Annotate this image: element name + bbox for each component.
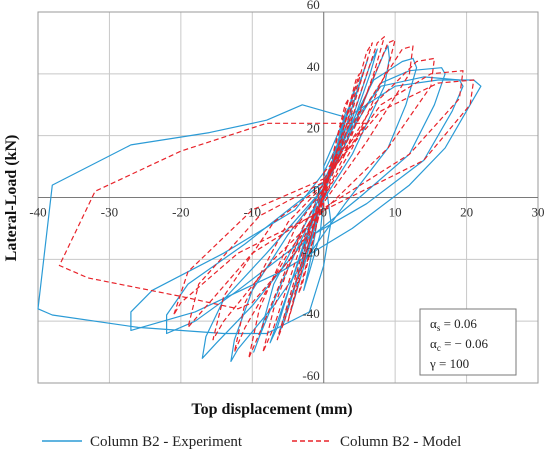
model-loop (212, 57, 435, 341)
param-line-3: γ = 100 (429, 356, 469, 371)
param-1-symbol: α (430, 316, 437, 331)
model-loop (173, 79, 475, 316)
y-tick-label: 40 (307, 59, 320, 74)
experiment-loop (201, 67, 446, 359)
param-2-subscript: c (437, 343, 441, 353)
model-series (58, 36, 475, 359)
model-loop (58, 122, 368, 310)
y-tick-label: -20 (302, 244, 319, 259)
legend-experiment-label: Column B2 - Experiment (90, 434, 243, 450)
x-tick-label: -40 (29, 205, 46, 220)
x-tick-label: 20 (460, 205, 473, 220)
x-tick-label: -20 (172, 205, 189, 220)
y-tick-label: 60 (307, 0, 320, 12)
x-tick-label: -30 (101, 205, 118, 220)
param-3-symbol: γ (429, 356, 436, 371)
y-tick-label: -40 (302, 306, 319, 321)
param-1-value: = 0.06 (440, 316, 477, 331)
legend-model-label: Column B2 - Model (340, 434, 461, 450)
y-axis-title: Lateral-Load (kN) (3, 135, 20, 262)
parameter-box-frame (419, 308, 517, 376)
x-tick-label: 10 (389, 205, 402, 220)
experiment-loop (37, 104, 346, 335)
param-2-value: = − 0.06 (441, 336, 489, 351)
param-line-1: αs = 0.06 (430, 316, 477, 333)
parameter-box: αs = 0.06 αc = − 0.06 γ = 100 (419, 308, 517, 376)
param-2-symbol: α (430, 336, 437, 351)
model-loop (187, 70, 464, 328)
tick-labels: -60 -40 -20 0 20 40 60 -40 -30 -20 -10 0 10 20 30 (29, 0, 544, 383)
y-tick-label: -60 (302, 368, 319, 383)
x-tick-label: 0 (320, 205, 327, 220)
series-group (37, 36, 482, 362)
legend: Column B2 - Experiment Column B2 - Model (42, 434, 461, 450)
model-loop (298, 97, 350, 294)
x-tick-label: -10 (244, 205, 261, 220)
y-tick-label: 0 (313, 183, 320, 198)
param-line-2: αc = − 0.06 (430, 336, 488, 353)
model-loop (287, 73, 360, 322)
x-tick-label: 30 (532, 205, 545, 220)
param-3-value: = 100 (436, 356, 469, 371)
param-1-subscript: s (437, 323, 441, 333)
experiment-loop (130, 79, 482, 331)
model-loop (233, 45, 414, 353)
experiment-loop (166, 76, 464, 335)
y-tick-label: 20 (307, 121, 320, 136)
x-axis-title: Top displacement (mm) (191, 401, 352, 418)
